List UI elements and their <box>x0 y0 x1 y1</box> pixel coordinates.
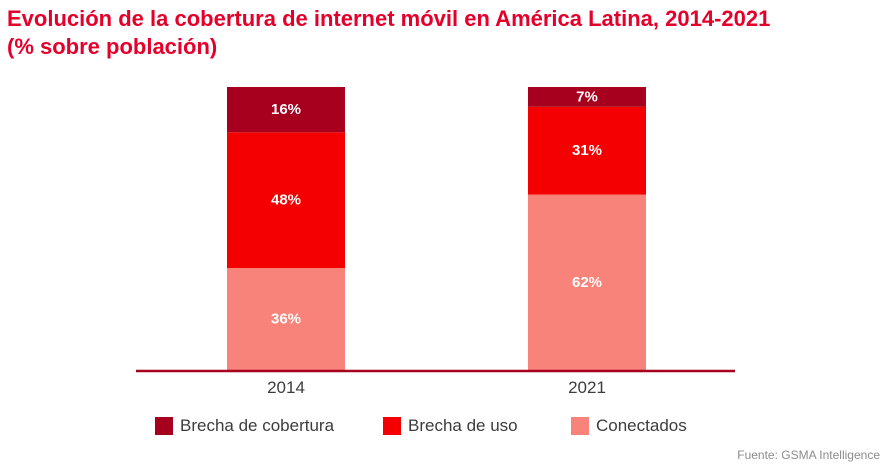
legend-swatch-brecha-de-cobertura <box>155 417 173 435</box>
data-label-brecha-de-uso-2021: 31% <box>572 142 602 159</box>
legend-item-brecha-de-uso: Brecha de uso <box>383 414 518 438</box>
legend-swatch-conectados <box>571 417 589 435</box>
stacked-bar-chart: 36% 48% 16% 2014 62% 31% 7% 2021 <box>136 87 735 397</box>
legend-label-conectados: Conectados <box>596 416 687 435</box>
legend-item-conectados: Conectados <box>571 414 687 438</box>
data-label-brecha-de-uso-2014: 48% <box>271 192 301 209</box>
legend-label-brecha-de-cobertura: Brecha de cobertura <box>180 416 335 435</box>
chart-title-line1: Evolución de la cobertura de internet mó… <box>7 6 771 31</box>
legend-swatch-brecha-de-uso <box>383 417 401 435</box>
chart-legend: Brecha de cobertura Brecha de uso Conect… <box>0 414 892 438</box>
chart-title-line2: (% sobre población) <box>7 34 218 59</box>
source-note: Fuente: GSMA Intelligence <box>737 448 880 462</box>
data-label-brecha-de-cobertura-2014: 16% <box>271 101 301 118</box>
x-tick-label-2014: 2014 <box>267 378 305 397</box>
bar-brecha-de-uso-2014 <box>227 132 345 269</box>
chart-title: Evolución de la cobertura de internet mó… <box>7 5 887 61</box>
bar-brecha-de-cobertura-2014 <box>227 87 345 133</box>
bar-conectados-2014 <box>227 268 345 370</box>
legend-label-brecha-de-uso: Brecha de uso <box>408 416 518 435</box>
bar-conectados-2021 <box>528 194 646 370</box>
data-label-brecha-de-cobertura-2021: 7% <box>576 88 598 105</box>
x-tick-label-2021: 2021 <box>568 378 606 397</box>
bar-brecha-de-cobertura-2021 <box>528 87 646 107</box>
legend-item-brecha-de-cobertura: Brecha de cobertura <box>155 414 334 438</box>
bar-brecha-de-uso-2021 <box>528 106 646 195</box>
data-label-conectados-2021: 62% <box>572 274 602 291</box>
data-label-conectados-2014: 36% <box>271 311 301 328</box>
